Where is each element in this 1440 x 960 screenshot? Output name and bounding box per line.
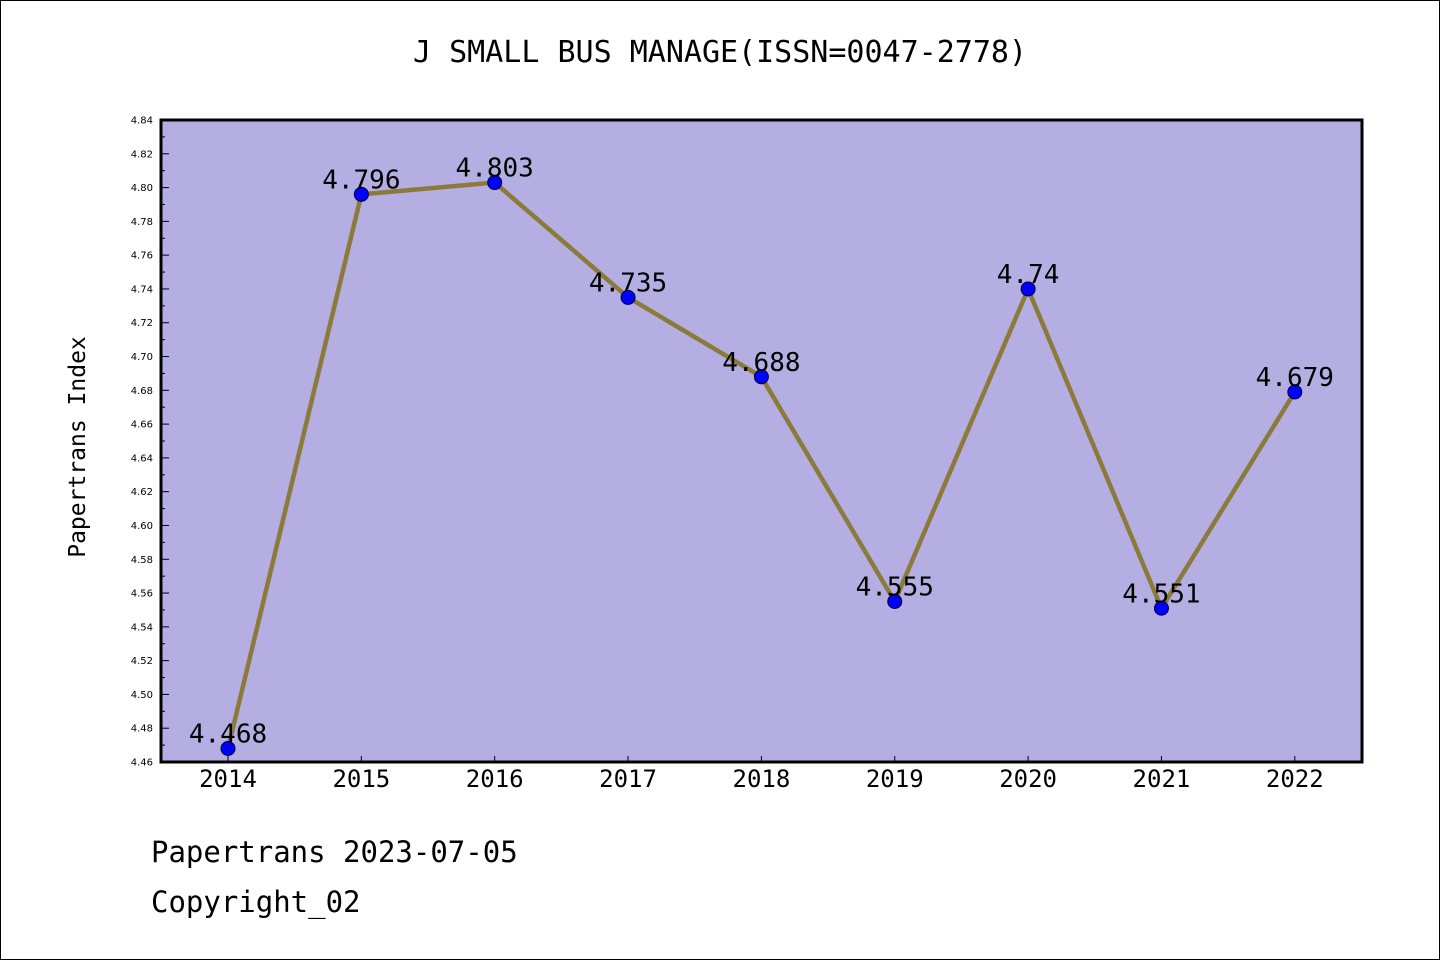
- y-tick-label: 4.54: [131, 622, 153, 633]
- data-label: 4.551: [1122, 579, 1200, 609]
- y-axis-label: Papertrans Index: [65, 336, 91, 558]
- data-label: 4.735: [589, 268, 667, 298]
- x-tick-label: 2016: [466, 765, 524, 793]
- data-point: [1153, 600, 1169, 616]
- footer-date: Papertrans 2023-07-05: [151, 835, 518, 869]
- y-tick-label: 4.64: [131, 453, 153, 464]
- y-tick-label: 4.72: [131, 318, 153, 329]
- y-tick-label: 4.50: [131, 690, 153, 701]
- chart-title: J SMALL BUS MANAGE(ISSN=0047-2778): [412, 35, 1028, 70]
- data-point: [620, 289, 636, 305]
- data-label: 4.74: [997, 260, 1060, 290]
- data-label: 4.796: [322, 165, 400, 195]
- y-tick-label: 4.80: [131, 183, 153, 194]
- y-tick-label: 4.68: [131, 386, 153, 397]
- footer-copyright: Copyright_02: [151, 885, 361, 919]
- x-tick-label: 2014: [199, 765, 257, 793]
- x-tick-label: 2021: [1133, 765, 1191, 793]
- y-tick-label: 4.48: [131, 724, 153, 735]
- plot-area: [161, 120, 1362, 762]
- series-layer: 4.468 4.796 4.803 4.735 4.688 4.555 4.74 4.551 4…: [189, 154, 1334, 756]
- y-tick-label: 4.60: [131, 521, 153, 532]
- data-point: [220, 740, 236, 756]
- plot-frame: [159, 118, 1364, 764]
- y-tick-label: 4.76: [131, 251, 153, 262]
- x-tick-label: 2022: [1266, 765, 1324, 793]
- y-tick-label: 4.52: [131, 656, 153, 667]
- data-label: 4.803: [456, 154, 534, 184]
- y-tick-label: 4.56: [131, 589, 153, 600]
- y-tick-label: 4.70: [131, 352, 153, 363]
- x-tick-label: 2015: [332, 765, 390, 793]
- y-tick-label: 4.58: [131, 555, 153, 566]
- data-point: [753, 369, 769, 385]
- x-axis: 2014 2015 2016 2017 2018 2019 2020 2021 2022: [199, 756, 1324, 793]
- y-tick-label: 4.66: [131, 420, 153, 431]
- x-tick-label: 2017: [599, 765, 657, 793]
- y-tick-label: 4.74: [131, 284, 153, 295]
- data-label: 4.555: [856, 573, 934, 603]
- x-tick-label: 2020: [999, 765, 1057, 793]
- data-label: 4.468: [189, 719, 267, 749]
- x-tick-label: 2018: [733, 765, 791, 793]
- data-point: [887, 594, 903, 609]
- data-point: [487, 175, 503, 191]
- data-label: 4.688: [722, 348, 800, 378]
- y-tick-label: 4.82: [131, 149, 153, 160]
- data-point: [1020, 281, 1036, 297]
- y-tick-label: 4.46: [131, 758, 153, 769]
- y-tick-label: 4.78: [131, 217, 153, 228]
- data-point: [353, 186, 369, 202]
- data-point: [1287, 384, 1303, 400]
- y-tick-label: 4.84: [131, 116, 153, 127]
- data-label: 4.679: [1256, 363, 1334, 393]
- y-tick-label: 4.62: [131, 487, 153, 498]
- x-tick-label: 2019: [866, 765, 924, 793]
- y-axis: 4.46 4.48 4.50 4.52 4.54 4.56 4.58 4.60 4.62 4.64…: [131, 116, 169, 769]
